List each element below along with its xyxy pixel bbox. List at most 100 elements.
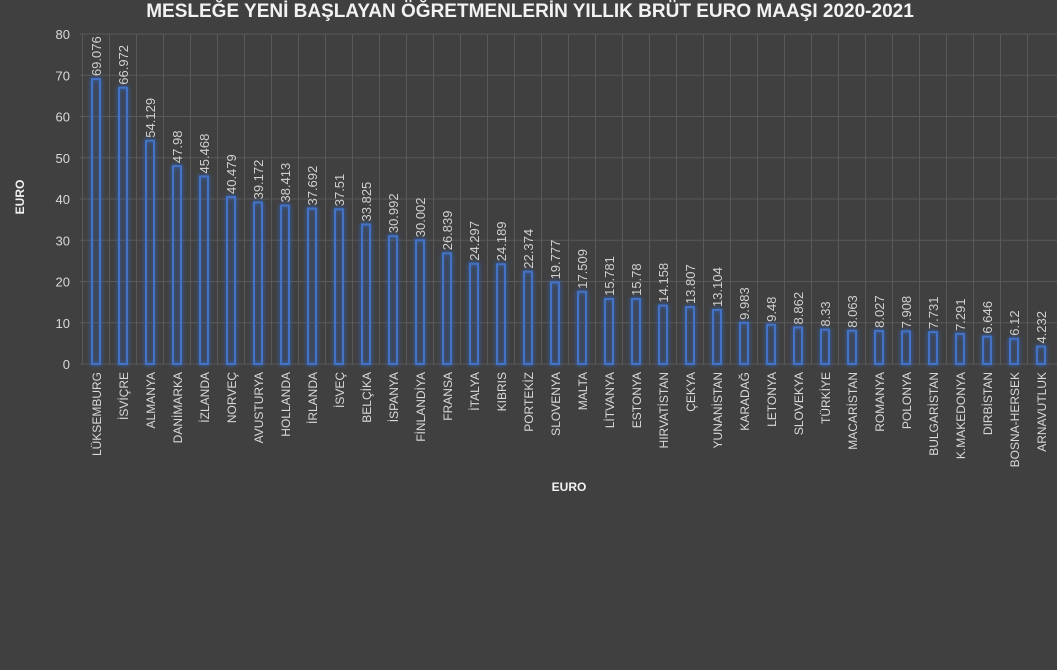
data-label: 17.509	[575, 249, 590, 289]
x-tick-label: ROMANYA	[873, 372, 887, 432]
bar	[523, 270, 533, 365]
data-label: 26.839	[440, 211, 455, 251]
bar	[955, 332, 965, 365]
y-tick-label: 80	[56, 27, 70, 42]
data-label: 7.908	[899, 296, 914, 329]
bar	[793, 326, 803, 365]
bar	[334, 208, 344, 365]
x-tick-label: FRANSA	[441, 372, 455, 421]
x-tick-label: İSPANYA	[387, 372, 401, 422]
bar	[388, 235, 398, 366]
x-tick-label: NORVEÇ	[225, 372, 239, 423]
bar	[712, 308, 722, 366]
data-label: 14.158	[656, 263, 671, 303]
y-tick-label: 30	[56, 233, 70, 248]
y-tick-label: 60	[56, 110, 70, 125]
x-tick-label: LETONYA	[765, 372, 779, 427]
x-tick-label: İSVİÇRE	[117, 372, 131, 420]
data-label: 30.002	[413, 197, 428, 237]
bar	[658, 304, 668, 365]
bar	[820, 328, 830, 366]
data-label: 37.51	[332, 174, 347, 207]
data-label: 8.862	[791, 292, 806, 325]
bar	[172, 165, 182, 365]
bar	[874, 329, 884, 365]
x-tick-label: MALTA	[576, 372, 590, 410]
x-tick-label: İZLANDA	[198, 372, 212, 423]
bar	[253, 201, 263, 365]
data-label: 8.063	[845, 295, 860, 328]
bars	[91, 78, 1046, 366]
bar	[91, 78, 101, 366]
bar	[631, 297, 641, 365]
data-label: 30.992	[386, 193, 401, 233]
y-tick-label: 10	[56, 316, 70, 331]
x-tick-label: BELÇİKA	[360, 372, 374, 423]
data-label: 6.646	[980, 301, 995, 334]
data-label: 15.781	[602, 256, 617, 296]
data-label: 54.129	[143, 98, 158, 138]
x-tick-label: İTALYA	[468, 372, 482, 411]
y-tick-label: 50	[56, 151, 70, 166]
x-tick-label: KARADAĞ	[737, 372, 752, 431]
bar	[901, 330, 911, 365]
bar	[496, 263, 506, 365]
data-label: 9.48	[764, 297, 779, 322]
data-labels: 69.076 66.972 54.129 47.98 45.468 40.479 39.17…	[89, 36, 1049, 343]
chart-title: MESLEĞE YENİ BAŞLAYAN ÖĞRETMENLERİN YILL…	[146, 0, 914, 22]
data-label: 8.33	[818, 301, 833, 326]
x-tick-label: BULGARİSTAN	[927, 372, 941, 456]
x-tick-label: ÇEKYA	[684, 372, 698, 412]
x-tick-label: HIRVATİSTAN	[657, 372, 671, 448]
bar	[739, 321, 749, 366]
data-label: 13.104	[710, 267, 725, 307]
x-tick-label: POLONYA	[900, 372, 914, 429]
x-axis-label: EURO	[552, 480, 587, 494]
x-tick-label: SLOVENYA	[549, 372, 563, 436]
x-tick-label: LÜKSEMBURG	[90, 372, 104, 456]
x-tick-label: DANİMARKA	[171, 372, 185, 443]
x-tick-label: FİNLANDİYA	[414, 372, 428, 442]
bar	[685, 306, 695, 365]
data-label: 47.98	[170, 131, 185, 164]
bar	[307, 207, 317, 365]
data-label: 24.297	[467, 221, 482, 261]
bar	[280, 204, 290, 365]
x-tick-label: LİTVANYA	[603, 372, 617, 428]
x-axis-ticks: LÜKSEMBURG İSVİÇRE ALMANYA DANİMARKA İZLANDA…	[90, 372, 1049, 468]
y-tick-label: 0	[63, 357, 70, 372]
data-label: 40.479	[224, 154, 239, 194]
x-tick-label: ESTONYA	[630, 372, 644, 428]
y-axis-label: EURO	[13, 180, 27, 215]
bar	[928, 331, 938, 365]
bar	[361, 223, 371, 365]
x-tick-label: İSVEÇ	[333, 372, 347, 408]
x-tick-label: DIRBİSTAN	[981, 372, 995, 435]
x-tick-label: TÜRKİYE	[819, 372, 833, 424]
y-tick-label: 20	[56, 275, 70, 290]
x-tick-label: AVUSTURYA	[252, 372, 266, 443]
bar	[226, 196, 236, 365]
bar	[469, 262, 479, 365]
data-label: 6.12	[1007, 310, 1022, 335]
data-label: 7.291	[953, 298, 968, 331]
x-tick-label: PORTEKİZ	[522, 372, 536, 432]
data-label: 66.972	[116, 45, 131, 85]
x-tick-label: SLOVEKYA	[792, 372, 806, 435]
x-tick-label: HOLLANDA	[279, 372, 293, 437]
data-label: 13.807	[683, 264, 698, 304]
bar	[145, 139, 155, 365]
data-label: 9.983	[737, 287, 752, 320]
x-tick-label: ARNAVUTLUK	[1035, 372, 1049, 452]
data-label: 7.731	[926, 297, 941, 330]
bar	[415, 239, 425, 365]
data-label: 22.374	[521, 229, 536, 269]
x-tick-label: YUNANİSTAN	[711, 372, 725, 448]
bar	[1009, 337, 1019, 366]
y-axis-ticks: 0 10 20 30 40 50 60 70 80	[56, 27, 70, 372]
bar	[118, 86, 128, 365]
x-tick-label: MACARİSTAN	[846, 372, 860, 450]
data-label: 4.232	[1034, 311, 1049, 344]
bar	[604, 297, 614, 366]
bar	[550, 281, 560, 365]
